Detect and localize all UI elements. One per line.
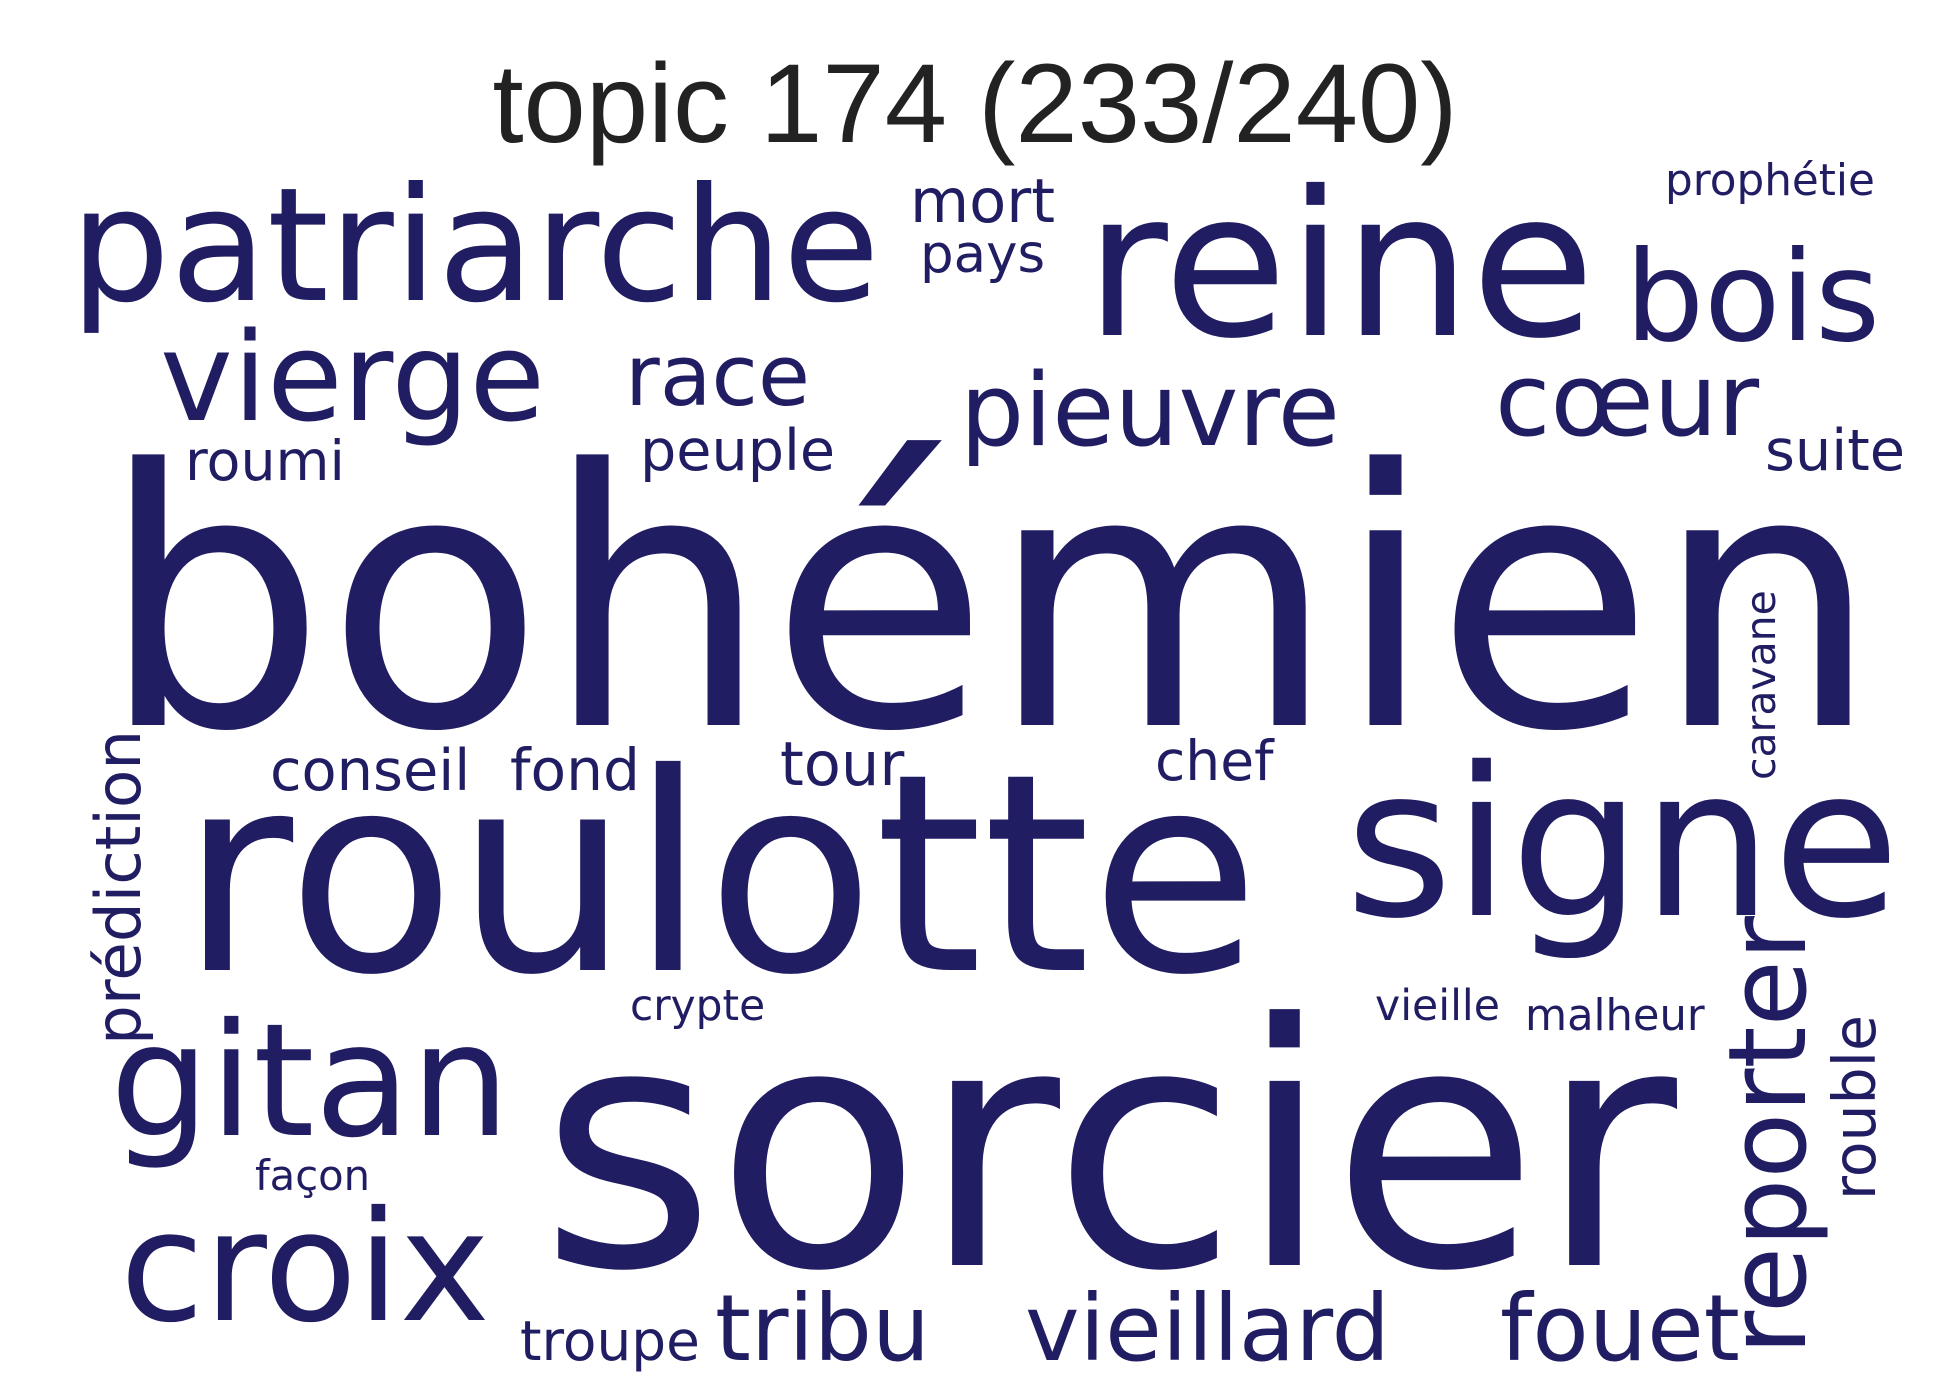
word-rouble: rouble — [1821, 1015, 1889, 1200]
word-chef: chef — [1155, 729, 1275, 793]
word-croix: croix — [120, 1179, 490, 1357]
word-reporter: reporter — [1706, 915, 1831, 1355]
word-coeur: cœur — [1495, 341, 1760, 459]
word-vieillard: vieillard — [1025, 1274, 1390, 1382]
cloud-title: topic 174 (233/240) — [492, 41, 1458, 166]
word-vierge: vierge — [160, 307, 545, 450]
word-tribu: tribu — [715, 1275, 930, 1382]
word-bohemien: bohémien — [100, 395, 1880, 810]
word-roumi: roumi — [185, 430, 345, 494]
word-malheur: malheur — [1525, 991, 1705, 1041]
word-gitan: gitan — [110, 989, 510, 1172]
word-pays: pays — [920, 224, 1045, 285]
word-prophetie: prophétie — [1665, 155, 1875, 206]
word-suite: suite — [1765, 417, 1905, 484]
word-caravane: caravane — [1737, 590, 1785, 780]
word-reine: reine — [1085, 148, 1595, 383]
word-fouet: fouet — [1500, 1275, 1740, 1382]
word-roulotte: roulotte — [180, 715, 1260, 1035]
word-facon: façon — [255, 1151, 370, 1200]
word-bois: bois — [1625, 225, 1880, 370]
word-tour: tour — [780, 730, 904, 800]
word-mort: mort — [910, 167, 1055, 237]
word-fond: fond — [510, 736, 640, 804]
word-vieille: vieille — [1375, 981, 1500, 1031]
word-peuple: peuple — [640, 418, 835, 484]
word-conseil: conseil — [270, 737, 470, 804]
word-signe: signe — [1345, 723, 1900, 964]
word-race: race — [625, 327, 810, 425]
word-prediction: prédiction — [82, 730, 155, 1045]
word-sorcier: sorcier — [540, 953, 1681, 1345]
word-pieuvre: pieuvre — [960, 351, 1340, 469]
word-crypte: crypte — [630, 981, 765, 1030]
word-patriarche: patriarche — [70, 154, 880, 338]
word-troupe: troupe — [520, 1309, 700, 1373]
